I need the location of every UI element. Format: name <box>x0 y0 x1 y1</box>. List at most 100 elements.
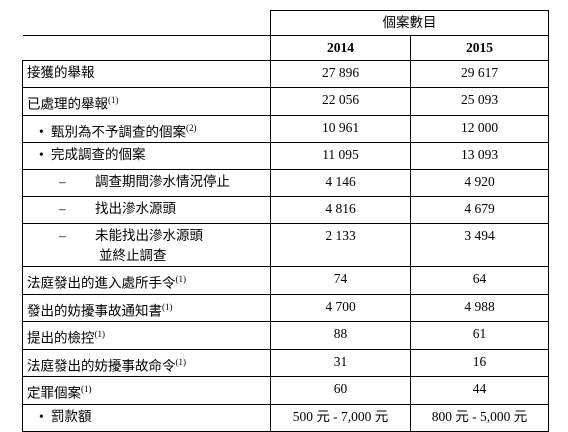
label-text: 法庭發出的妨擾事故命令 <box>27 358 176 373</box>
cell-value: 22 056 <box>270 87 411 116</box>
row-label: 提出的檢控(1) <box>22 321 271 350</box>
row-label: – 找出滲水源頭 <box>22 196 271 224</box>
table-row: • 完成調查的個案 11 095 13 093 <box>22 142 549 170</box>
data-table: 個案數目 2014 2015 接獲的舉報 27 896 29 617 已處理的舉報(1… <box>22 10 549 432</box>
cell-value: 64 <box>410 266 549 295</box>
footnote-ref: (1) <box>81 384 92 394</box>
row-marker: • <box>39 408 44 424</box>
footnote-ref: (1) <box>108 95 119 105</box>
label-text: 發出的妨擾事故通知書 <box>27 303 162 318</box>
label-text: 法庭發出的進入處所手令 <box>27 275 176 291</box>
table-row: 接獲的舉報 27 896 29 617 <box>22 60 549 88</box>
cell-value: 29 617 <box>410 60 549 88</box>
cell-value: 60 <box>270 376 411 405</box>
cell-value: 3 494 <box>410 223 549 267</box>
row-label: – 調查期間滲水情況停止 <box>22 169 271 197</box>
year-header: 2014 <box>270 35 411 61</box>
row-marker: – <box>59 174 66 189</box>
label-text: 並終止調查 <box>99 248 167 263</box>
row-label: • 完成調查的個案 <box>22 142 271 170</box>
row-label: 接獲的舉報 <box>22 60 271 88</box>
footnote-ref: (1) <box>162 301 173 312</box>
cell-value: 61 <box>410 321 549 350</box>
row-label: – 未能找出滲水源頭並終止調查 <box>22 223 271 267</box>
row-label: • 罰款額 <box>22 403 271 432</box>
table-row: 發出的妨擾事故通知書(1) 4 700 4 988 <box>22 293 549 322</box>
label-text: 完成調查的個案 <box>51 147 146 162</box>
cell-value: 4 816 <box>270 196 411 224</box>
cell-value: 44 <box>410 376 549 405</box>
cell-value: 10 961 <box>270 114 411 143</box>
label-line: 定罪個案(1) <box>27 379 266 404</box>
label-text: 調查期間滲水情況停止 <box>95 174 230 189</box>
label-line: 法庭發出的妨擾事故命令(1) <box>27 352 266 377</box>
cell-value: 25 093 <box>410 87 549 116</box>
cell-value: 12 000 <box>410 114 549 143</box>
label-line: – 找出滲水源頭 <box>27 199 266 219</box>
footnote-ref: (1) <box>175 274 187 284</box>
table-row: – 調查期間滲水情況停止 4 146 4 920 <box>22 169 549 197</box>
footnote-ref: (2) <box>186 122 197 133</box>
cell-value: 4 988 <box>410 293 549 322</box>
table-row: • 甄別為不予調查的個案(2) 10 961 12 000 <box>22 114 549 143</box>
cell-value: 4 679 <box>410 196 549 224</box>
cell-value: 88 <box>270 321 411 350</box>
label-line: 法庭發出的進入處所手令(1) <box>27 269 266 294</box>
label-text: 提出的檢控 <box>27 330 95 346</box>
row-marker: – <box>59 228 66 243</box>
cell-value: 11 095 <box>270 142 411 170</box>
label-text: 未能找出滲水源頭 <box>95 228 203 243</box>
table-row: 定罪個案(1) 60 44 <box>22 376 549 405</box>
label-line: – 調查期間滲水情況停止 <box>27 172 266 192</box>
row-label: • 甄別為不予調查的個案(2) <box>22 114 271 143</box>
label-line: 並終止調查 <box>27 246 266 266</box>
row-label: 定罪個案(1) <box>22 376 271 405</box>
label-line: 提出的檢控(1) <box>27 324 266 349</box>
cell-value: 4 700 <box>270 293 411 322</box>
label-text: 找出滲水源頭 <box>95 201 176 216</box>
cell-value: 31 <box>270 348 411 377</box>
table-wrap: 個案數目 2014 2015 接獲的舉報 27 896 29 617 已處理的舉報(1… <box>22 10 549 432</box>
footnote-ref: (1) <box>175 356 187 367</box>
table-row: • 罰款額 500 元 - 7,000 元 800 元 - 5,000 元 <box>22 403 549 432</box>
label-text: 罰款額 <box>51 408 92 424</box>
label-text: 已處理的舉報 <box>27 96 108 112</box>
cell-value: 16 <box>410 348 549 377</box>
label-line: 接獲的舉報 <box>27 63 266 83</box>
table-body: 接獲的舉報 27 896 29 617 已處理的舉報(1) 22 056 25 093 • 甄… <box>22 60 549 432</box>
table-row: 已處理的舉報(1) 22 056 25 093 <box>22 87 549 116</box>
blank-header <box>22 35 271 61</box>
label-text: 甄別為不予調查的個案 <box>51 124 186 139</box>
label-text: 接獲的舉報 <box>27 65 95 80</box>
row-label: 已處理的舉報(1) <box>22 87 271 116</box>
blank-header <box>22 10 271 36</box>
cell-value: 74 <box>270 266 411 295</box>
table-row: – 找出滲水源頭 4 816 4 679 <box>22 196 549 224</box>
cell-value: 13 093 <box>410 142 549 170</box>
label-line: 已處理的舉報(1) <box>27 90 266 115</box>
footnote-ref: (1) <box>94 329 106 339</box>
year-header: 2015 <box>410 35 549 61</box>
row-marker: • <box>39 124 44 139</box>
cell-value: 4 146 <box>270 169 411 197</box>
label-line: • 罰款額 <box>27 407 266 427</box>
cell-value: 4 920 <box>410 169 549 197</box>
row-label: 發出的妨擾事故通知書(1) <box>22 293 271 322</box>
row-marker: • <box>39 147 44 162</box>
label-line: – 未能找出滲水源頭 <box>27 226 266 246</box>
row-label: 法庭發出的妨擾事故命令(1) <box>22 348 271 377</box>
table-row: – 未能找出滲水源頭並終止調查 2 133 3 494 <box>22 223 549 267</box>
row-label: 法庭發出的進入處所手令(1) <box>22 266 271 295</box>
row-marker: – <box>59 201 66 216</box>
cell-value: 800 元 - 5,000 元 <box>410 403 549 432</box>
label-text: 定罪個案 <box>27 385 81 401</box>
table-row: 提出的檢控(1) 88 61 <box>22 321 549 350</box>
table-row: 法庭發出的進入處所手令(1) 74 64 <box>22 266 549 295</box>
cell-value: 2 133 <box>270 223 411 267</box>
table-row: 法庭發出的妨擾事故命令(1) 31 16 <box>22 348 549 377</box>
label-line: 發出的妨擾事故通知書(1) <box>27 297 266 322</box>
group-header: 個案數目 <box>270 10 549 36</box>
label-line: • 完成調查的個案 <box>27 145 266 165</box>
label-line: • 甄別為不予調查的個案(2) <box>27 118 266 143</box>
